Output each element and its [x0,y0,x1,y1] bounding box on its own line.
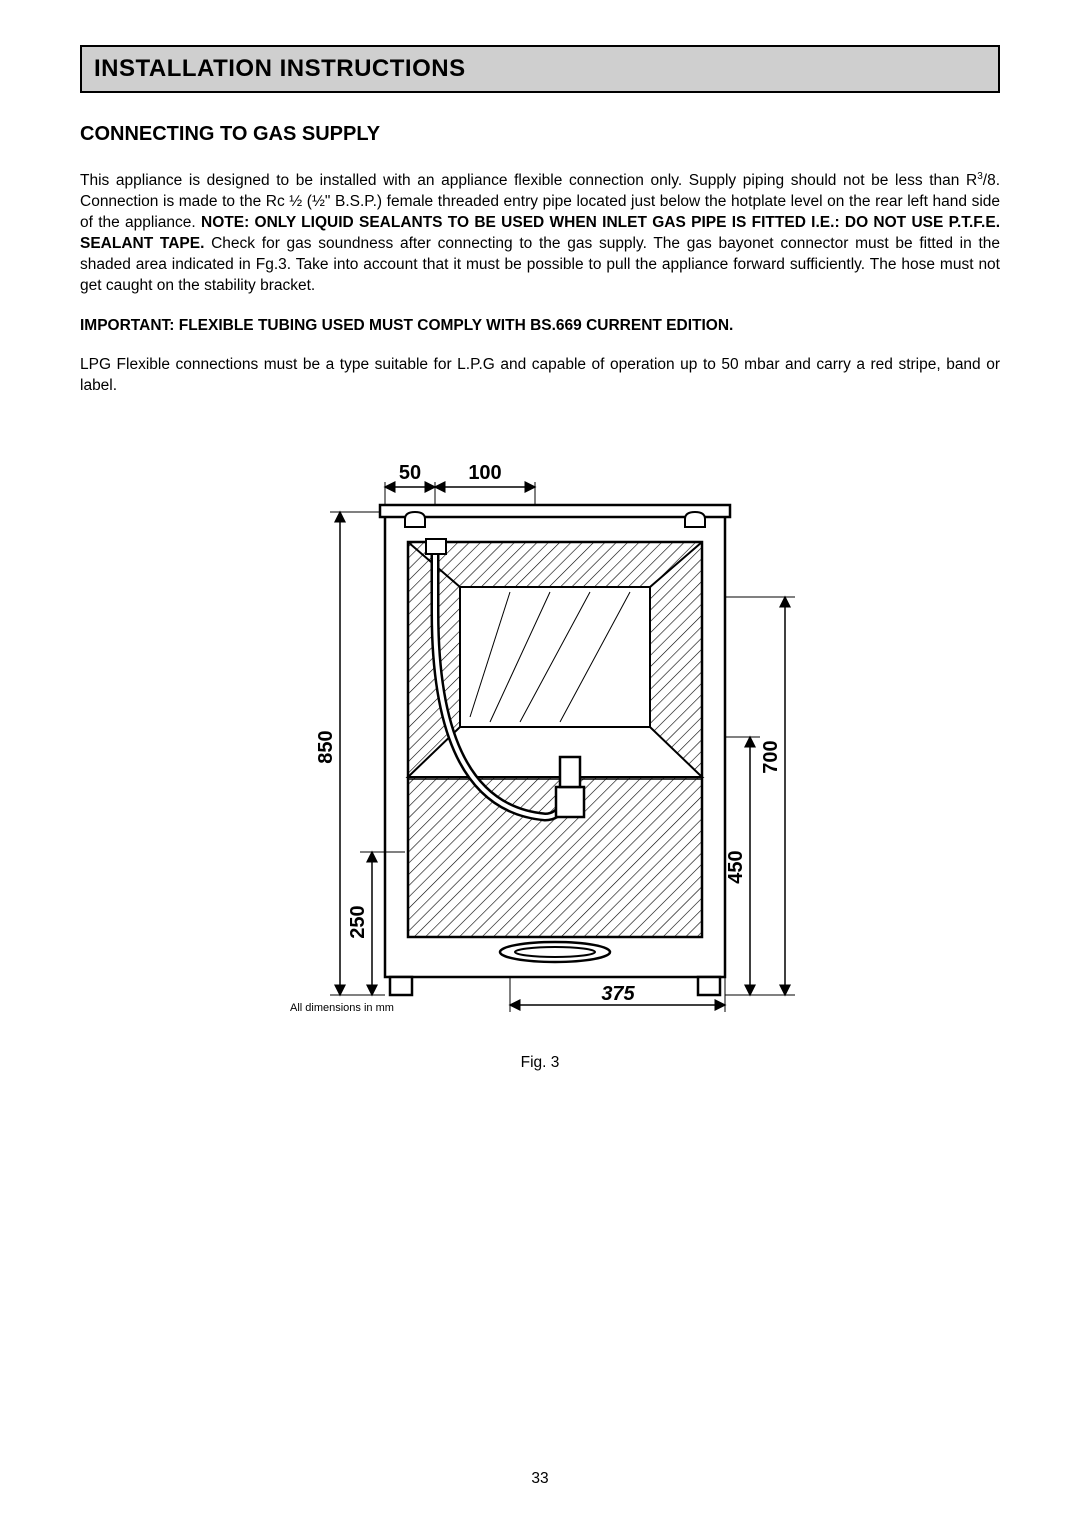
appliance-diagram: 50 100 [260,457,820,1037]
section-header-title: INSTALLATION INSTRUCTIONS [94,55,986,83]
section-header: INSTALLATION INSTRUCTIONS [80,45,1000,93]
para1-post: Check for gas soundness after connecting… [80,235,1000,294]
para1-pre: This appliance is designed to be install… [80,172,977,189]
dim-450: 450 [725,850,747,883]
figure-container: 50 100 [260,457,820,1072]
dim-700: 700 [760,740,782,773]
top-dimensions: 50 100 [385,462,535,509]
dim-850: 850 [315,730,337,763]
important-note: IMPORTANT: FLEXIBLE TUBING USED MUST COM… [80,317,1000,335]
paragraph-2: LPG Flexible connections must be a type … [80,355,1000,397]
figure-note: All dimensions in mm [290,1002,394,1014]
page-number: 33 [531,1470,548,1488]
dim-50: 50 [399,462,421,484]
paragraph-1: This appliance is designed to be install… [80,170,1000,297]
dim-375: 375 [601,983,635,1005]
subheading: CONNECTING TO GAS SUPPLY [80,123,1000,146]
right-dim-700: 700 [725,597,795,995]
right-dim-450: 450 [725,737,760,995]
bottom-dim-375: 375 [510,977,725,1012]
dim-100: 100 [468,462,501,484]
dim-250: 250 [347,905,369,938]
figure-caption: Fig. 3 [260,1054,820,1072]
appliance-body [380,505,730,995]
